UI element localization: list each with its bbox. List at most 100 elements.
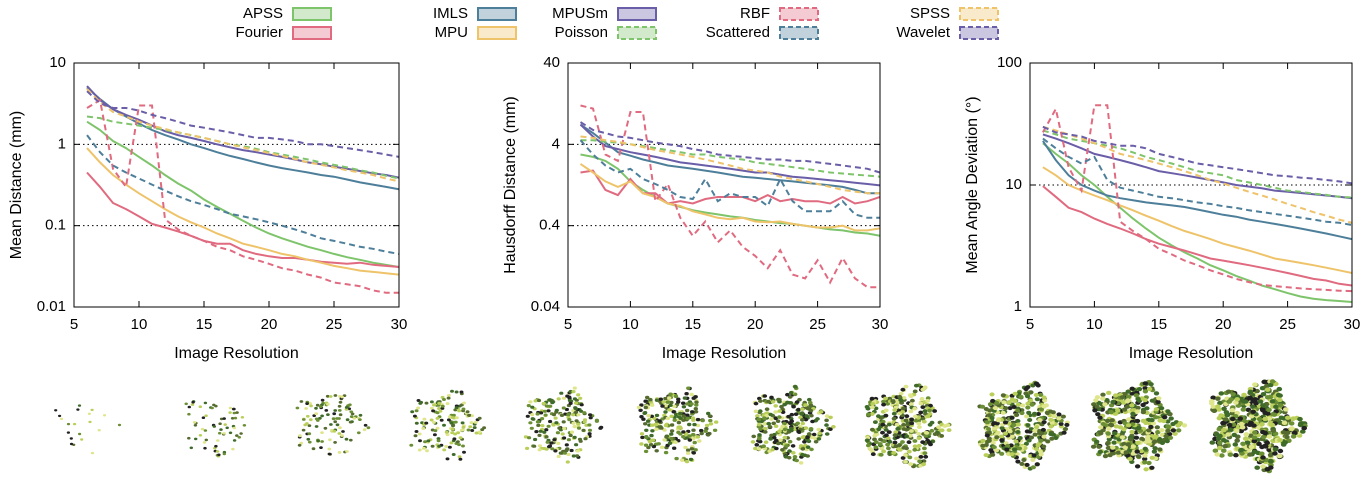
legend-label: MPU bbox=[435, 24, 468, 41]
surface-point bbox=[917, 459, 923, 464]
surface-point bbox=[1112, 393, 1119, 398]
surface-point bbox=[1270, 428, 1277, 433]
surface-point bbox=[1216, 445, 1223, 451]
surface-point bbox=[1014, 412, 1020, 417]
surface-point bbox=[1247, 395, 1253, 401]
surface-point bbox=[1127, 456, 1133, 461]
surface-point bbox=[337, 417, 341, 420]
surface-point bbox=[1019, 411, 1025, 416]
surface-point bbox=[232, 426, 237, 430]
surface-point bbox=[1218, 391, 1225, 396]
surface-point bbox=[799, 418, 805, 422]
surface-point bbox=[1024, 414, 1030, 419]
surface-point bbox=[583, 437, 588, 441]
surface-point bbox=[650, 429, 655, 433]
surface-point bbox=[913, 383, 919, 388]
surface-point bbox=[761, 416, 767, 421]
surface-point bbox=[535, 420, 540, 424]
x-tick-label: 30 bbox=[391, 316, 408, 333]
surface-point bbox=[1239, 425, 1246, 430]
surface-point bbox=[438, 409, 443, 413]
surface-point bbox=[1176, 428, 1182, 433]
surface-point bbox=[187, 436, 191, 440]
surface-point bbox=[1142, 460, 1148, 465]
surface-point bbox=[913, 418, 919, 423]
surface-point bbox=[446, 396, 451, 400]
surface-point bbox=[1100, 422, 1106, 427]
surface-point bbox=[667, 396, 672, 400]
surface-point bbox=[691, 432, 696, 437]
series-line bbox=[1042, 125, 1352, 185]
surface-point bbox=[1210, 395, 1216, 400]
surface-point bbox=[636, 405, 642, 410]
surface-point bbox=[887, 439, 893, 444]
surface-point bbox=[582, 420, 587, 424]
surface-point bbox=[1153, 415, 1159, 420]
surface-point bbox=[681, 414, 686, 418]
surface-point bbox=[184, 402, 188, 406]
x-tick-label: 20 bbox=[261, 316, 278, 333]
surface-point bbox=[757, 409, 763, 413]
surface-point bbox=[921, 419, 927, 424]
surface-point bbox=[796, 407, 801, 412]
surface-point bbox=[1015, 459, 1021, 464]
surface-point bbox=[1217, 400, 1223, 406]
surface-point bbox=[883, 433, 889, 438]
surface-point bbox=[691, 396, 696, 400]
surface-point bbox=[1030, 465, 1036, 470]
surface-point bbox=[215, 450, 220, 453]
surface-point bbox=[795, 421, 801, 426]
surface-point bbox=[780, 448, 785, 452]
surface-point bbox=[787, 449, 792, 453]
surface-point bbox=[1009, 397, 1015, 402]
surface-point bbox=[668, 392, 673, 396]
surface-point bbox=[210, 406, 214, 410]
surface-point bbox=[568, 433, 573, 438]
surface-point bbox=[1271, 412, 1278, 417]
surface-point bbox=[893, 430, 899, 435]
surface-point bbox=[907, 393, 913, 397]
surface-point bbox=[544, 447, 549, 451]
surface-point bbox=[1106, 390, 1112, 395]
surface-point bbox=[564, 443, 569, 447]
surface-point bbox=[1297, 416, 1303, 422]
x-tick-label: 20 bbox=[1215, 316, 1232, 333]
surface-point bbox=[1144, 406, 1150, 411]
surface-point bbox=[654, 427, 659, 431]
surface-point bbox=[695, 435, 701, 439]
surface-point bbox=[1037, 418, 1043, 422]
surface-point bbox=[908, 409, 914, 414]
surface-point bbox=[1233, 428, 1240, 434]
surface-point bbox=[1158, 406, 1165, 411]
surface-point bbox=[572, 397, 577, 401]
surface-point bbox=[574, 410, 579, 414]
surface-point bbox=[1105, 445, 1112, 451]
surface-point bbox=[77, 404, 82, 407]
surface-point bbox=[754, 443, 760, 447]
surface-point bbox=[920, 405, 926, 409]
plot-frame bbox=[73, 62, 400, 308]
surface-point bbox=[470, 414, 474, 418]
surface-point bbox=[900, 387, 906, 392]
surface-point bbox=[187, 412, 191, 416]
surface-point bbox=[1165, 425, 1172, 430]
surface-point bbox=[555, 431, 560, 435]
surface-point bbox=[219, 428, 223, 431]
surface-point bbox=[693, 407, 698, 411]
surface-point bbox=[1100, 396, 1106, 401]
surface-point bbox=[912, 439, 918, 443]
x-tick-label: 10 bbox=[622, 316, 639, 333]
surface-point bbox=[534, 430, 539, 434]
surface-point bbox=[805, 445, 811, 450]
surface-point bbox=[550, 447, 555, 451]
surface-point bbox=[454, 390, 459, 394]
surface-point bbox=[432, 433, 437, 437]
surface-point bbox=[659, 426, 664, 430]
surface-point bbox=[787, 439, 793, 444]
surface-point bbox=[809, 447, 814, 452]
surface-point bbox=[569, 430, 575, 434]
y-tick-label: 40 bbox=[543, 54, 560, 71]
surface-point bbox=[1121, 427, 1127, 432]
surface-point bbox=[308, 402, 312, 405]
surface-point bbox=[671, 410, 676, 414]
